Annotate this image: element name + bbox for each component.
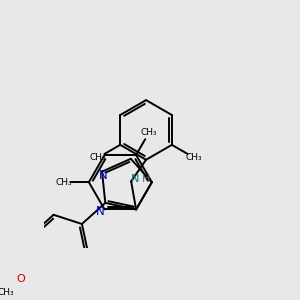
Text: H: H [142,174,150,184]
Text: N: N [131,174,140,184]
Text: O: O [16,274,25,284]
Text: N: N [99,169,108,182]
Text: N: N [96,205,105,218]
Text: CH₃: CH₃ [90,153,106,162]
Text: CH₃: CH₃ [55,178,72,187]
Text: CH₃: CH₃ [0,288,14,297]
Text: CH₃: CH₃ [141,128,157,137]
Text: CH₃: CH₃ [186,153,202,162]
